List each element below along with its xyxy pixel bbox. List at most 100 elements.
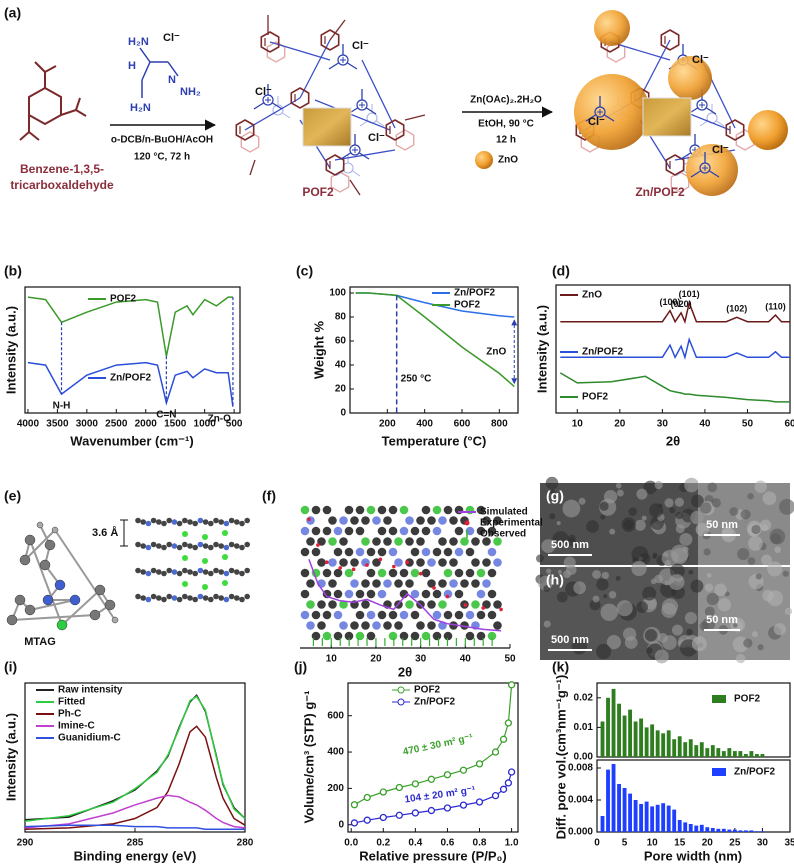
atom	[218, 595, 224, 601]
data-point	[351, 567, 356, 572]
x-tick-label: 20	[370, 654, 382, 665]
atom	[208, 520, 214, 527]
sem-grain	[688, 569, 694, 575]
atom	[197, 593, 204, 600]
legend-label: Zn/POF2	[454, 288, 496, 299]
atom	[182, 541, 188, 548]
lattice-atom	[344, 526, 354, 536]
chloride	[182, 531, 188, 537]
sem-grain	[636, 601, 648, 613]
data-point	[475, 798, 484, 806]
x-tick-label: 30	[415, 654, 427, 665]
sem-grain	[578, 497, 586, 505]
x-tick-label: 30	[657, 419, 669, 430]
lattice-atom	[427, 621, 436, 630]
bar	[639, 804, 644, 832]
sem-grain	[552, 531, 569, 548]
lattice-atom	[476, 505, 486, 515]
atom	[150, 593, 157, 600]
lattice-atom	[460, 579, 469, 588]
tem-grain	[773, 623, 786, 636]
lattice-atom	[476, 631, 486, 641]
lattice-atom	[372, 558, 381, 567]
sem-grain	[644, 629, 658, 642]
lattice-atom	[388, 568, 398, 578]
data-point	[443, 771, 452, 779]
scale-label: 500 nm	[551, 634, 589, 646]
legend-swatch	[397, 686, 405, 694]
tem-grain	[704, 583, 714, 592]
counter-ion: Cl⁻	[712, 144, 729, 156]
sem-grain	[568, 534, 576, 543]
atom	[42, 594, 54, 606]
sem-grain	[596, 578, 609, 591]
legend-swatch	[397, 698, 405, 706]
x-tick-label: 40	[699, 419, 711, 430]
lattice-atom	[421, 568, 431, 578]
lattice-atom	[476, 589, 486, 599]
bar	[617, 784, 621, 832]
data-point	[378, 557, 383, 562]
atom	[145, 596, 152, 603]
tem-grain	[706, 592, 719, 606]
bar	[628, 709, 633, 757]
sem-grain	[636, 488, 648, 500]
bond	[24, 529, 56, 561]
atom	[19, 554, 31, 566]
atom	[197, 567, 204, 574]
plot-frame	[349, 286, 519, 414]
bar	[650, 806, 655, 832]
x-axis-label: Relative pressure (P/P₀)	[359, 848, 506, 863]
counter-ion: Cl⁻	[352, 40, 369, 52]
x-axis-label: Temperature (°C)	[382, 433, 487, 448]
lattice-atom	[388, 505, 398, 515]
tem-grain	[754, 480, 767, 493]
lattice-atom	[355, 631, 365, 641]
bar	[694, 825, 699, 832]
lattice-atom	[471, 579, 480, 588]
chloride	[182, 555, 188, 561]
tem-grain	[751, 524, 761, 535]
data-point	[463, 603, 468, 607]
y-axis-label: Volume/cm³ (STP) g⁻¹	[301, 690, 316, 823]
panel-label: (k)	[552, 659, 569, 675]
lattice-atom	[300, 505, 310, 515]
lattice-atom	[383, 621, 392, 630]
lattice-atom	[399, 526, 409, 536]
bar	[727, 829, 732, 832]
atom	[187, 595, 193, 601]
pof2-framework	[235, 15, 426, 196]
sem-grain	[664, 559, 671, 566]
data-point	[405, 560, 410, 564]
bar	[705, 748, 710, 757]
bar	[606, 769, 610, 832]
x-tick-label: 0.8	[473, 838, 487, 849]
legend-label: Guanidium-C	[58, 733, 121, 744]
lattice-atom	[306, 516, 315, 525]
lattice-atom	[487, 526, 497, 536]
atom	[187, 519, 193, 525]
lattice-atom	[427, 600, 436, 609]
lattice-atom	[388, 631, 398, 641]
y-tick-label: 200	[327, 783, 344, 794]
bar	[644, 727, 649, 757]
sem-grain	[543, 585, 551, 592]
atom	[171, 543, 178, 549]
lattice-atom	[350, 579, 359, 588]
atom	[239, 570, 245, 577]
bond	[29, 539, 63, 626]
plot-frame	[555, 284, 791, 414]
sem-grain	[616, 489, 624, 497]
lattice-atom	[399, 631, 409, 641]
bar	[650, 724, 655, 757]
atom	[44, 539, 56, 551]
lattice-atom	[482, 558, 491, 567]
sem-grain	[550, 489, 556, 495]
chart: (k)Diff. pore vol.(cm³nm⁻¹g⁻¹) 0.00 0.01 0.…	[552, 659, 791, 839]
atom	[36, 521, 44, 529]
series-line	[308, 559, 502, 632]
legend-label: POF2	[582, 392, 609, 403]
atom	[171, 569, 178, 575]
data-point	[350, 819, 359, 827]
x-tick-label: 5	[622, 838, 628, 849]
